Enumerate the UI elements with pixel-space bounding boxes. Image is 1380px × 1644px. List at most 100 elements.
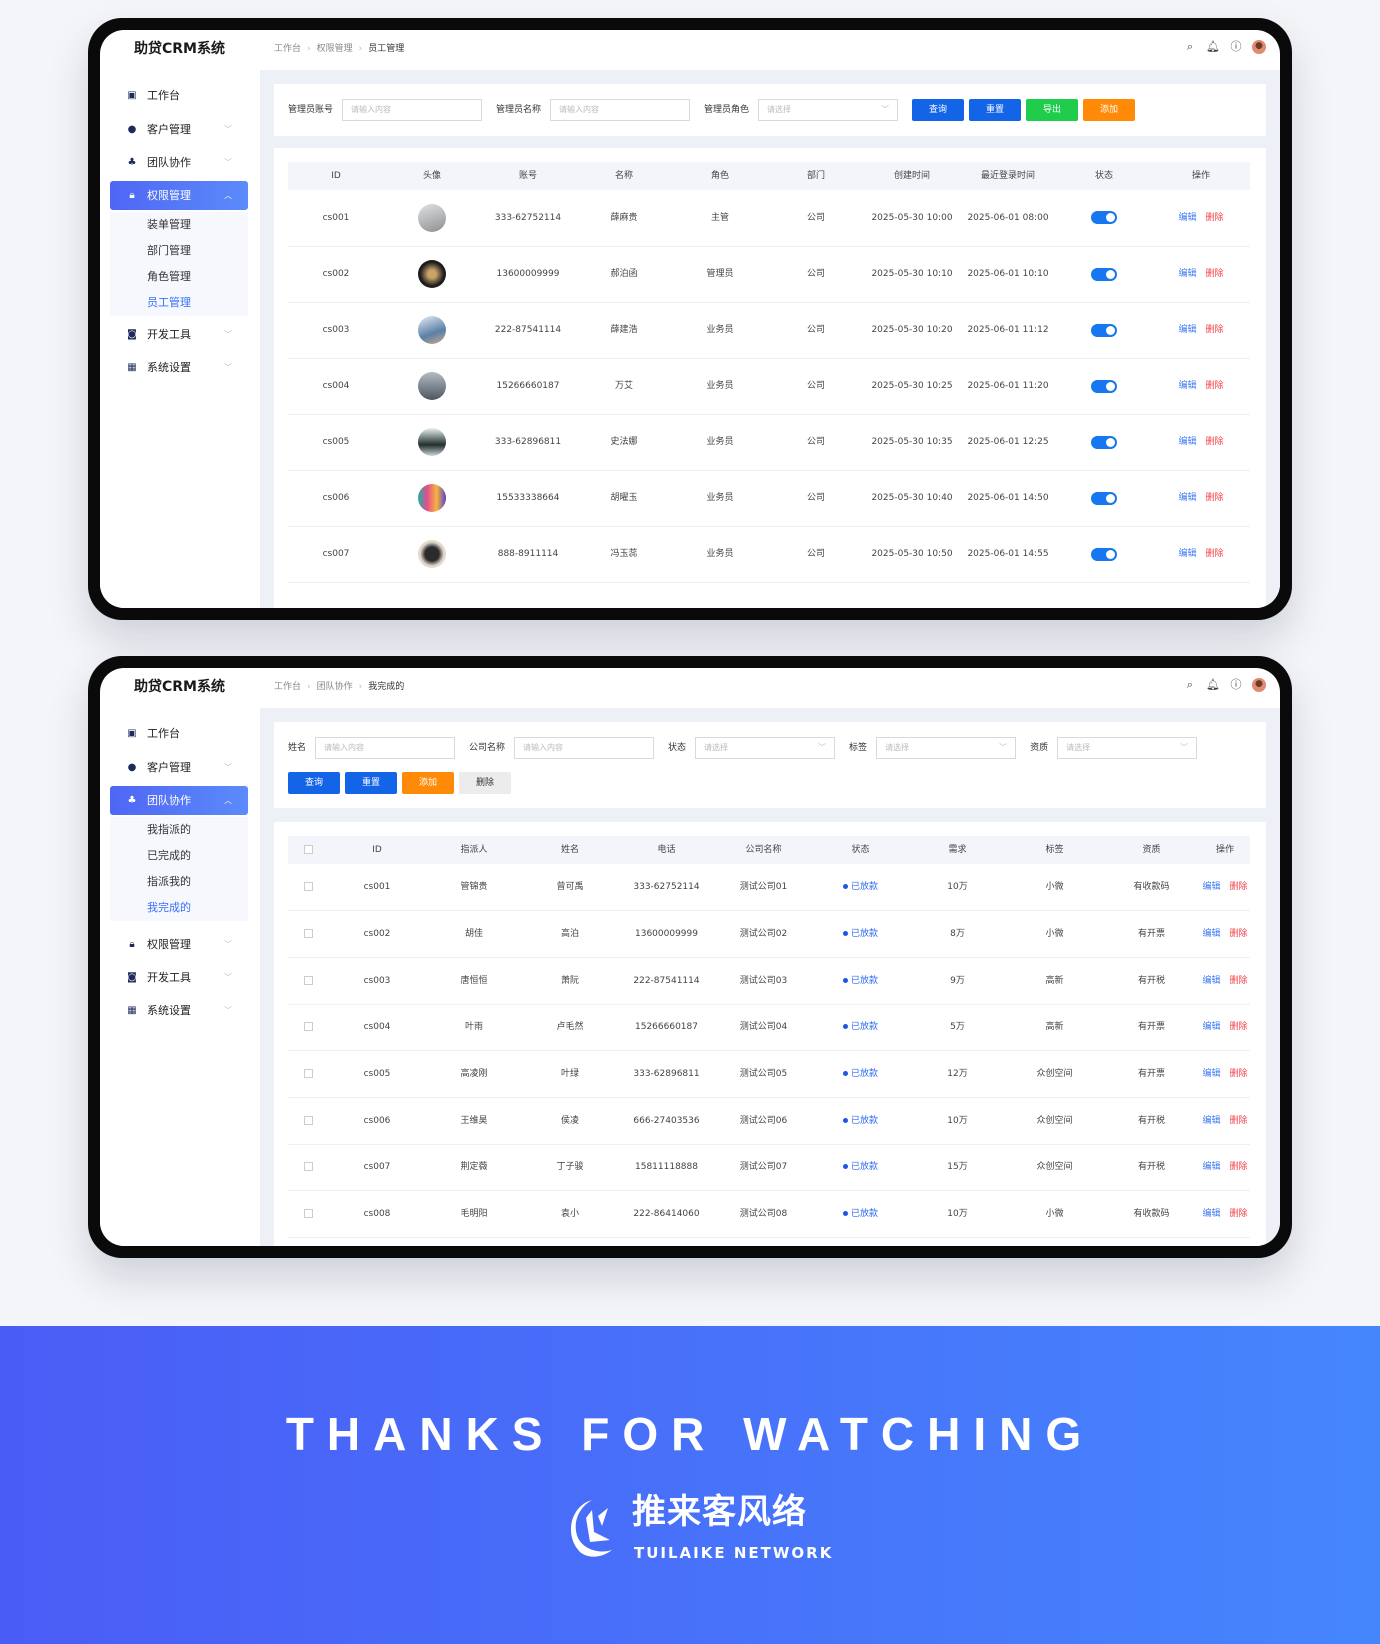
row-checkbox[interactable] bbox=[303, 929, 313, 939]
edit-link[interactable]: 编辑 bbox=[1202, 1162, 1221, 1173]
user-avatar[interactable] bbox=[1252, 40, 1266, 54]
edit-link[interactable]: 编辑 bbox=[1202, 882, 1221, 893]
row-checkbox[interactable] bbox=[303, 1022, 313, 1032]
submenu-item[interactable]: 指派我的 bbox=[147, 875, 191, 888]
search-button[interactable]: 查询 bbox=[288, 772, 340, 794]
delete-link[interactable]: 删除 bbox=[1205, 549, 1224, 559]
delete-link[interactable]: 删除 bbox=[1229, 975, 1248, 986]
search-icon[interactable]: ⌕ bbox=[1186, 40, 1194, 53]
chevron-up-icon: ︿ bbox=[224, 190, 232, 200]
filter-select[interactable]: 请选择 ﹀ bbox=[695, 737, 836, 759]
delete-link[interactable]: 删除 bbox=[1229, 1209, 1248, 1220]
brand-name-cn: 推来客风络 bbox=[632, 1492, 807, 1532]
status-toggle[interactable] bbox=[1091, 267, 1117, 281]
delete-link[interactable]: 删除 bbox=[1205, 212, 1224, 223]
row-checkbox[interactable] bbox=[303, 1115, 313, 1125]
delete-link[interactable]: 删除 bbox=[1205, 325, 1224, 335]
delete-link[interactable]: 删除 bbox=[1205, 381, 1224, 391]
select-all-checkbox[interactable] bbox=[303, 845, 313, 854]
bell-icon[interactable]: 🔔︎ bbox=[1206, 678, 1220, 691]
row-checkbox[interactable] bbox=[303, 1162, 313, 1172]
breadcrumb-item[interactable]: 工作台 bbox=[274, 682, 302, 692]
filter-input[interactable]: 请输入内容 bbox=[550, 99, 691, 121]
filter-select[interactable]: 请选择 ﹀ bbox=[1057, 737, 1198, 759]
status-toggle[interactable] bbox=[1091, 435, 1117, 449]
submenu-item[interactable]: 部门管理 bbox=[147, 244, 191, 257]
delete-link[interactable]: 删除 bbox=[1229, 1069, 1248, 1080]
delete-button[interactable]: 删除 bbox=[459, 772, 511, 794]
delete-link[interactable]: 删除 bbox=[1229, 1115, 1248, 1126]
filter-input[interactable]: 请输入内容 bbox=[315, 737, 456, 759]
status-toggle[interactable] bbox=[1091, 211, 1117, 225]
sidebar-item[interactable]: ● 客户管理 ﹀ bbox=[110, 753, 248, 782]
row-checkbox[interactable] bbox=[303, 975, 313, 985]
sidebar-item[interactable]: ♣ 团队协作 ︿ bbox=[110, 786, 248, 815]
help-icon[interactable]: ⓘ bbox=[1230, 678, 1242, 691]
table-row: cs002 胡佳 高泊 13600009999 测试公司02 已放款 8万 小微 有开票 编辑 删除 bbox=[288, 910, 1250, 958]
filter-select[interactable]: 请选择 ﹀ bbox=[758, 99, 899, 121]
edit-link[interactable]: 编辑 bbox=[1178, 381, 1197, 391]
add-button[interactable]: 添加 bbox=[1083, 99, 1136, 121]
delete-link[interactable]: 删除 bbox=[1205, 269, 1224, 279]
edit-link[interactable]: 编辑 bbox=[1202, 1022, 1221, 1033]
sidebar-item[interactable]: 🔒︎ 权限管理 ︿ bbox=[110, 181, 248, 210]
status-toggle[interactable] bbox=[1091, 491, 1117, 505]
submenu-item[interactable]: 我指派的 bbox=[147, 823, 191, 836]
status-toggle[interactable] bbox=[1091, 323, 1117, 337]
delete-link[interactable]: 删除 bbox=[1229, 929, 1248, 940]
sidebar-item[interactable]: ▣ 工作台 bbox=[110, 719, 248, 748]
reset-button[interactable]: 重置 bbox=[345, 772, 397, 794]
edit-link[interactable]: 编辑 bbox=[1178, 212, 1197, 223]
submenu-item[interactable]: 我完成的 bbox=[147, 901, 191, 914]
sidebar-item[interactable]: ◙ 开发工具 ﹀ bbox=[110, 963, 248, 992]
cell-enabled bbox=[1056, 358, 1152, 415]
bell-icon[interactable]: 🔔︎ bbox=[1206, 40, 1220, 53]
cell-dept: 公司 bbox=[768, 414, 864, 471]
edit-link[interactable]: 编辑 bbox=[1202, 975, 1221, 986]
user-avatar[interactable] bbox=[1252, 678, 1266, 692]
row-checkbox[interactable] bbox=[303, 882, 313, 892]
edit-link[interactable]: 编辑 bbox=[1202, 1209, 1221, 1220]
sidebar-item[interactable]: ▦ 系统设置 ﹀ bbox=[110, 353, 248, 382]
edit-link[interactable]: 编辑 bbox=[1178, 269, 1197, 279]
sidebar-item[interactable]: ▣ 工作台 bbox=[110, 81, 248, 110]
status-toggle[interactable] bbox=[1091, 547, 1117, 561]
submenu-item[interactable]: 角色管理 bbox=[147, 270, 191, 283]
table-row: cs004 叶雨 卢毛然 15266660187 测试公司04 已放款 5万 高新 有开票 编辑删… bbox=[288, 1004, 1250, 1052]
edit-link[interactable]: 编辑 bbox=[1202, 1115, 1221, 1126]
breadcrumb-item[interactable]: 权限管理 bbox=[316, 44, 353, 54]
row-checkbox[interactable] bbox=[303, 1069, 313, 1079]
export-button[interactable]: 导出 bbox=[1026, 99, 1079, 121]
filter-input[interactable]: 请输入内容 bbox=[342, 99, 483, 121]
filter-input[interactable]: 请输入内容 bbox=[514, 737, 655, 759]
delete-link[interactable]: 删除 bbox=[1205, 437, 1224, 447]
edit-link[interactable]: 编辑 bbox=[1178, 549, 1197, 559]
breadcrumb-item[interactable]: 团队协作 bbox=[316, 682, 353, 692]
help-icon[interactable]: ⓘ bbox=[1230, 40, 1242, 53]
sidebar-item[interactable]: ▦ 系统设置 ﹀ bbox=[110, 996, 248, 1025]
sidebar-item[interactable]: 🔒︎ 权限管理 ﹀ bbox=[110, 930, 248, 959]
sidebar-item[interactable]: ♣ 团队协作 ﹀ bbox=[110, 148, 248, 177]
row-checkbox[interactable] bbox=[303, 1209, 313, 1219]
delete-link[interactable]: 删除 bbox=[1229, 1022, 1248, 1033]
edit-link[interactable]: 编辑 bbox=[1202, 1069, 1221, 1080]
filter-select[interactable]: 请选择 ﹀ bbox=[876, 737, 1017, 759]
add-button[interactable]: 添加 bbox=[402, 772, 454, 794]
submenu-item[interactable]: 已完成的 bbox=[147, 849, 191, 862]
delete-link[interactable]: 删除 bbox=[1205, 493, 1224, 503]
breadcrumb-item[interactable]: 工作台 bbox=[274, 44, 302, 54]
delete-link[interactable]: 删除 bbox=[1229, 1162, 1248, 1173]
sidebar-item[interactable]: ● 客户管理 ﹀ bbox=[110, 115, 248, 144]
search-button[interactable]: 查询 bbox=[912, 99, 965, 121]
edit-link[interactable]: 编辑 bbox=[1178, 325, 1197, 335]
edit-link[interactable]: 编辑 bbox=[1178, 493, 1197, 503]
delete-link[interactable]: 删除 bbox=[1229, 882, 1248, 893]
edit-link[interactable]: 编辑 bbox=[1178, 437, 1197, 447]
submenu-item[interactable]: 员工管理 bbox=[147, 296, 191, 309]
submenu-item[interactable]: 装单管理 bbox=[147, 218, 191, 231]
reset-button[interactable]: 重置 bbox=[969, 99, 1022, 121]
status-toggle[interactable] bbox=[1091, 379, 1117, 393]
edit-link[interactable]: 编辑 bbox=[1202, 929, 1221, 940]
sidebar-item[interactable]: ◙ 开发工具 ﹀ bbox=[110, 320, 248, 349]
search-icon[interactable]: ⌕ bbox=[1186, 678, 1194, 691]
